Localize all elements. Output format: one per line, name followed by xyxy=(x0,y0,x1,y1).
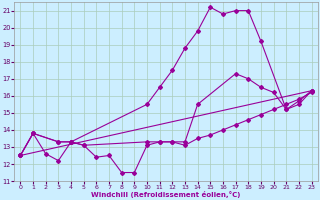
X-axis label: Windchill (Refroidissement éolien,°C): Windchill (Refroidissement éolien,°C) xyxy=(91,191,241,198)
